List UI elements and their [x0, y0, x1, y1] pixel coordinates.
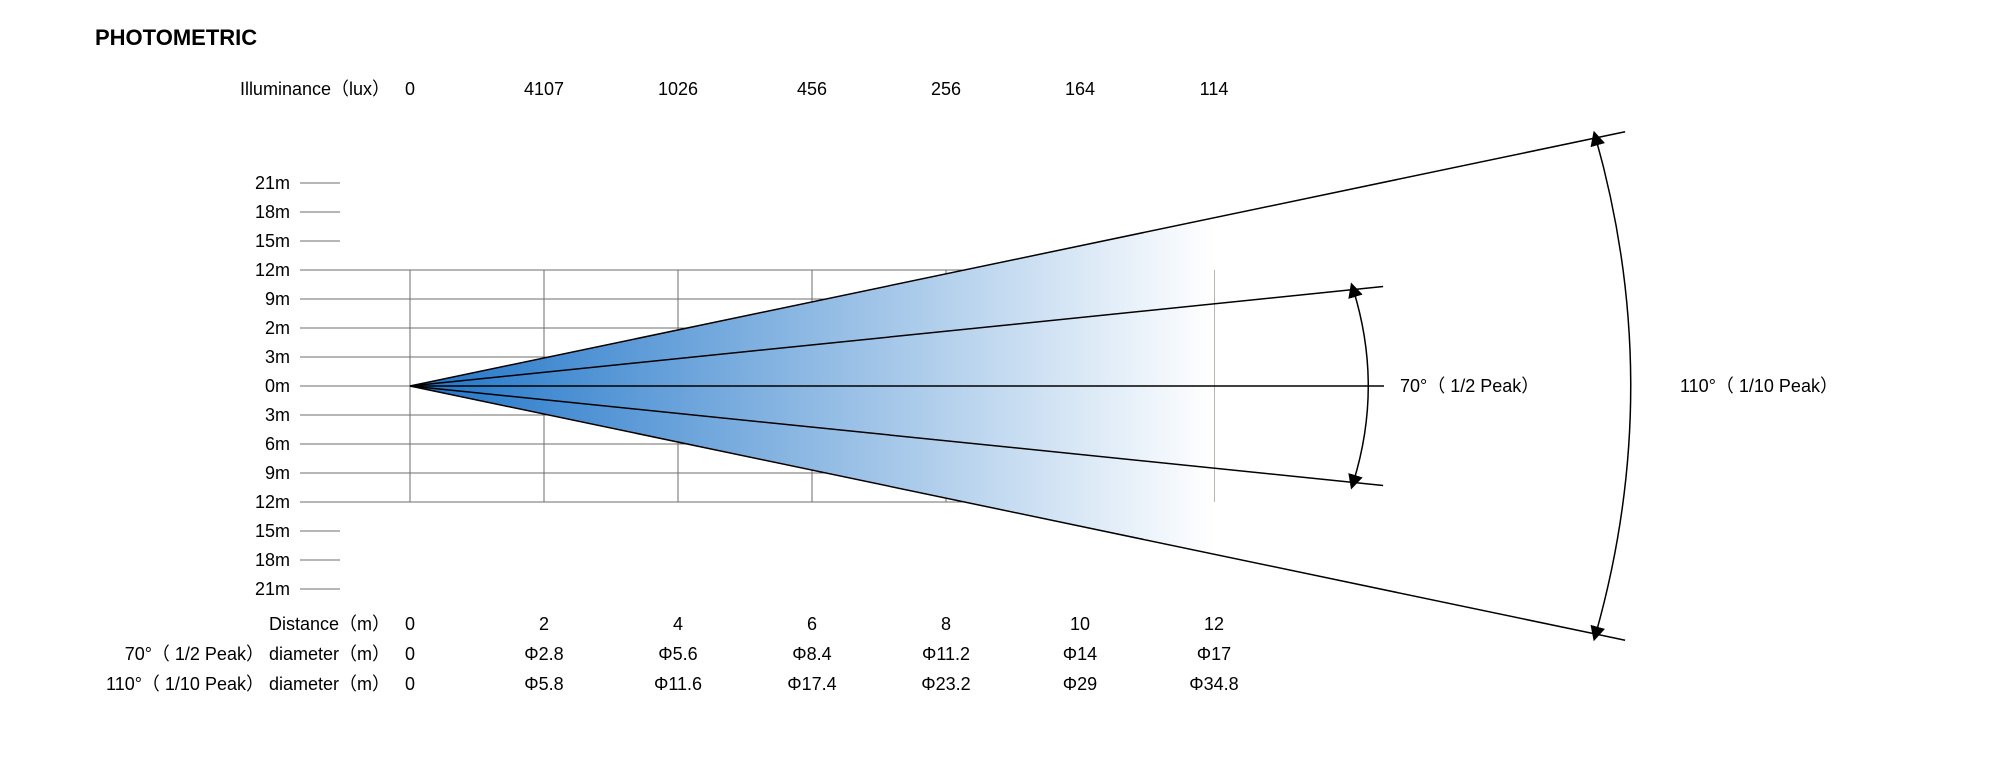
bottom-row-value: Φ5.8 — [524, 674, 563, 694]
y-tick-label: 18m — [255, 550, 290, 570]
illuminance-value: 1026 — [658, 79, 698, 99]
bottom-row-value: 0 — [405, 674, 415, 694]
bottom-row-value: Φ14 — [1063, 644, 1097, 664]
bottom-row-value: Φ8.4 — [792, 644, 831, 664]
bottom-row-label: 70°（ 1/2 Peak） diameter（m） — [125, 644, 390, 664]
bottom-row-label: Distance（m） — [269, 614, 390, 634]
illuminance-value: 4107 — [524, 79, 564, 99]
y-tick-label: 15m — [255, 231, 290, 251]
bottom-row-value: 10 — [1070, 614, 1090, 634]
bottom-row-value: Φ23.2 — [921, 674, 970, 694]
outer-angle-arc — [1596, 138, 1631, 634]
y-tick-label: 2m — [265, 318, 290, 338]
y-tick-label: 9m — [265, 463, 290, 483]
outer-angle-label: 110°（ 1/10 Peak） — [1680, 376, 1838, 396]
y-tick-label: 21m — [255, 173, 290, 193]
bottom-row-value: 0 — [405, 614, 415, 634]
y-tick-label: 18m — [255, 202, 290, 222]
illuminance-value: 164 — [1065, 79, 1095, 99]
bottom-row-value: 12 — [1204, 614, 1224, 634]
y-tick-label: 15m — [255, 521, 290, 541]
bottom-row-value: Φ29 — [1063, 674, 1097, 694]
y-tick-label: 9m — [265, 289, 290, 309]
bottom-row-value: Φ11.6 — [654, 674, 702, 694]
illuminance-value: 256 — [931, 79, 961, 99]
angle-arcs: 70°（ 1/2 Peak） 110°（ 1/10 Peak） — [1353, 138, 1838, 634]
bottom-row-label: 110°（ 1/10 Peak） diameter（m） — [106, 674, 390, 694]
bottom-row-value: Φ17 — [1197, 644, 1231, 664]
bottom-row-value: 0 — [405, 644, 415, 664]
illuminance-value: 0 — [405, 79, 415, 99]
bottom-row-value: Φ17.4 — [787, 674, 836, 694]
bottom-row-value: 8 — [941, 614, 951, 634]
bottom-row-value: Φ11.2 — [922, 644, 970, 664]
y-tick-label: 12m — [255, 260, 290, 280]
inner-angle-label: 70°（ 1/2 Peak） — [1400, 376, 1539, 396]
photometric-diagram: PHOTOMETRIC Illuminance（lux） 21m 18m 15m 12… — [0, 0, 2000, 772]
y-tick-label: 12m — [255, 492, 290, 512]
bottom-data-rows: Distance（m） 0 2 4 6 8 10 12 70°（ 1/2 Peak） diame… — [106, 614, 1239, 694]
y-tick-label: 3m — [265, 405, 290, 425]
y-tick-label: 21m — [255, 579, 290, 599]
bottom-row-value: 6 — [807, 614, 817, 634]
y-tick-label: 3m — [265, 347, 290, 367]
bottom-row-value: Φ34.8 — [1189, 674, 1238, 694]
y-tick-label: 0m — [265, 376, 290, 396]
bottom-row-value: 4 — [673, 614, 683, 634]
illuminance-label: Illuminance（lux） — [240, 79, 390, 99]
illuminance-values: 0 4107 1026 456 256 164 114 — [405, 79, 1228, 99]
bottom-row-value: Φ2.8 — [524, 644, 563, 664]
bottom-row-value: Φ5.6 — [658, 644, 697, 664]
illuminance-value: 114 — [1200, 79, 1229, 99]
y-axis-ticks: 21m 18m 15m 12m 9m 2m 3m 0m 3m 6m 9m 12m 15m 18m 21m — [255, 173, 290, 599]
chart-title: PHOTOMETRIC — [95, 25, 257, 50]
illuminance-value: 456 — [797, 79, 827, 99]
bottom-row-value: 2 — [539, 614, 549, 634]
y-tick-label: 6m — [265, 434, 290, 454]
